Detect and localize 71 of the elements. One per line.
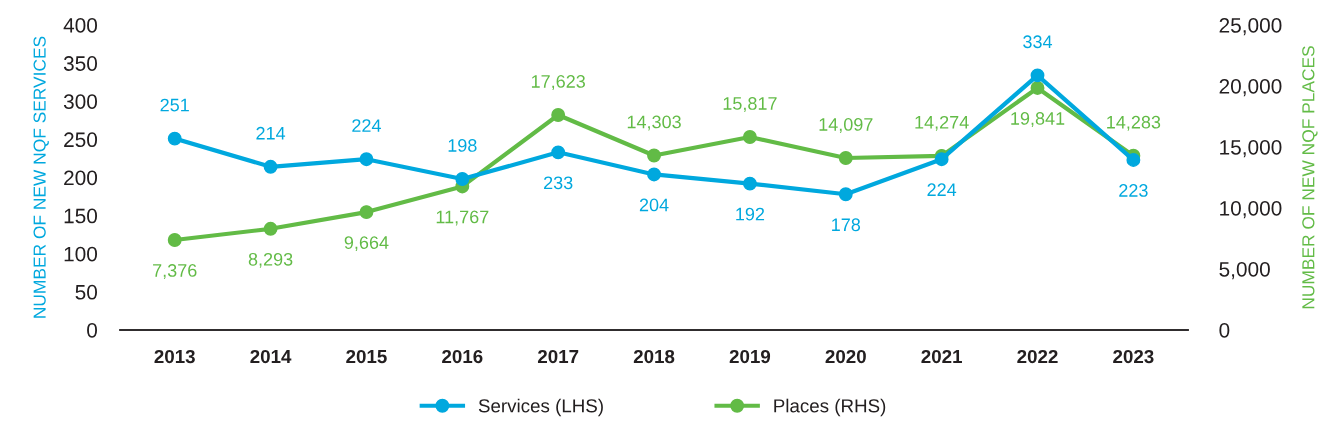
point [742, 176, 757, 191]
point [551, 145, 566, 160]
x-tick-label: 2013 [154, 349, 195, 364]
point [1126, 153, 1141, 167]
y-tick-label: 50 [75, 284, 98, 300]
data-label: 15,817 [723, 97, 777, 112]
x-tick-label: 2020 [825, 349, 866, 364]
point [742, 130, 757, 144]
x-tick-label: 2018 [633, 349, 675, 364]
legend-label: Services (LHS) [478, 398, 603, 417]
data-label: 251 [160, 98, 189, 112]
y-tick-label: 0 [87, 322, 98, 338]
y-tick-label: 100 [64, 246, 98, 262]
point [167, 131, 182, 146]
point [167, 233, 182, 247]
y2-tick-label: 15,000 [1220, 139, 1282, 158]
x-tick-label: 2021 [921, 349, 962, 364]
point [647, 167, 661, 182]
data-label: 192 [736, 207, 765, 221]
data-label: 8,293 [248, 252, 293, 268]
data-label: 14,097 [819, 118, 873, 133]
data-label: 9,664 [344, 236, 389, 252]
x-tick-label: 2014 [250, 349, 292, 364]
y-tick-label: 150 [64, 208, 98, 224]
y2-tick-label: 10,000 [1220, 200, 1282, 219]
y2-tick-label: 0 [1219, 322, 1230, 338]
point [455, 172, 470, 186]
x-tick-label: 2022 [1017, 349, 1058, 364]
x-tick-label: 2016 [442, 349, 483, 364]
data-label: 14,303 [627, 115, 681, 131]
data-label: 17,623 [531, 75, 585, 90]
data-label: 178 [832, 218, 861, 232]
x-tick-label: 2015 [346, 349, 387, 364]
point [838, 187, 853, 202]
y-tick-label: 200 [64, 170, 98, 186]
y2-tick-label: 20,000 [1219, 79, 1282, 97]
data-label: 224 [352, 119, 381, 132]
data-label: 14,283 [1107, 115, 1161, 131]
x-tick-label: 2023 [1113, 349, 1154, 364]
x-tick-label: 2017 [537, 349, 579, 364]
y2-axis-title: NUMBER OF NEW NQF PLACES [1302, 46, 1318, 309]
data-label: 224 [927, 183, 957, 196]
data-label: 214 [256, 126, 286, 140]
point [551, 108, 566, 122]
point [647, 148, 661, 163]
data-label: 233 [544, 176, 573, 190]
legend-label: Places (RHS) [774, 398, 886, 417]
x-tick-label: 2019 [729, 349, 771, 364]
point [263, 221, 278, 236]
data-label: 14,274 [915, 115, 969, 131]
point [359, 152, 374, 167]
y-axis-title: NUMBER OF NEW NQF SERVICES [33, 36, 49, 318]
y-tick-label: 350 [63, 56, 98, 71]
data-label: 204 [639, 198, 669, 212]
data-label: 7,376 [153, 264, 197, 280]
point [359, 205, 374, 220]
data-label: 223 [1119, 184, 1148, 197]
y-tick-label: 400 [63, 18, 98, 33]
data-label: 19,841 [1011, 112, 1065, 127]
point [1030, 68, 1045, 83]
y2-tick-label: 25,000 [1219, 18, 1282, 36]
point [934, 152, 949, 167]
data-label: 11,767 [436, 210, 489, 226]
y-tick-label: 300 [63, 94, 98, 109]
data-label: 334 [1023, 35, 1053, 49]
point [263, 159, 278, 174]
y2-tick-label: 5,000 [1219, 261, 1270, 280]
point [1030, 80, 1045, 95]
y-tick-label: 250 [64, 132, 98, 148]
data-label: 198 [448, 139, 477, 152]
point [838, 151, 853, 165]
